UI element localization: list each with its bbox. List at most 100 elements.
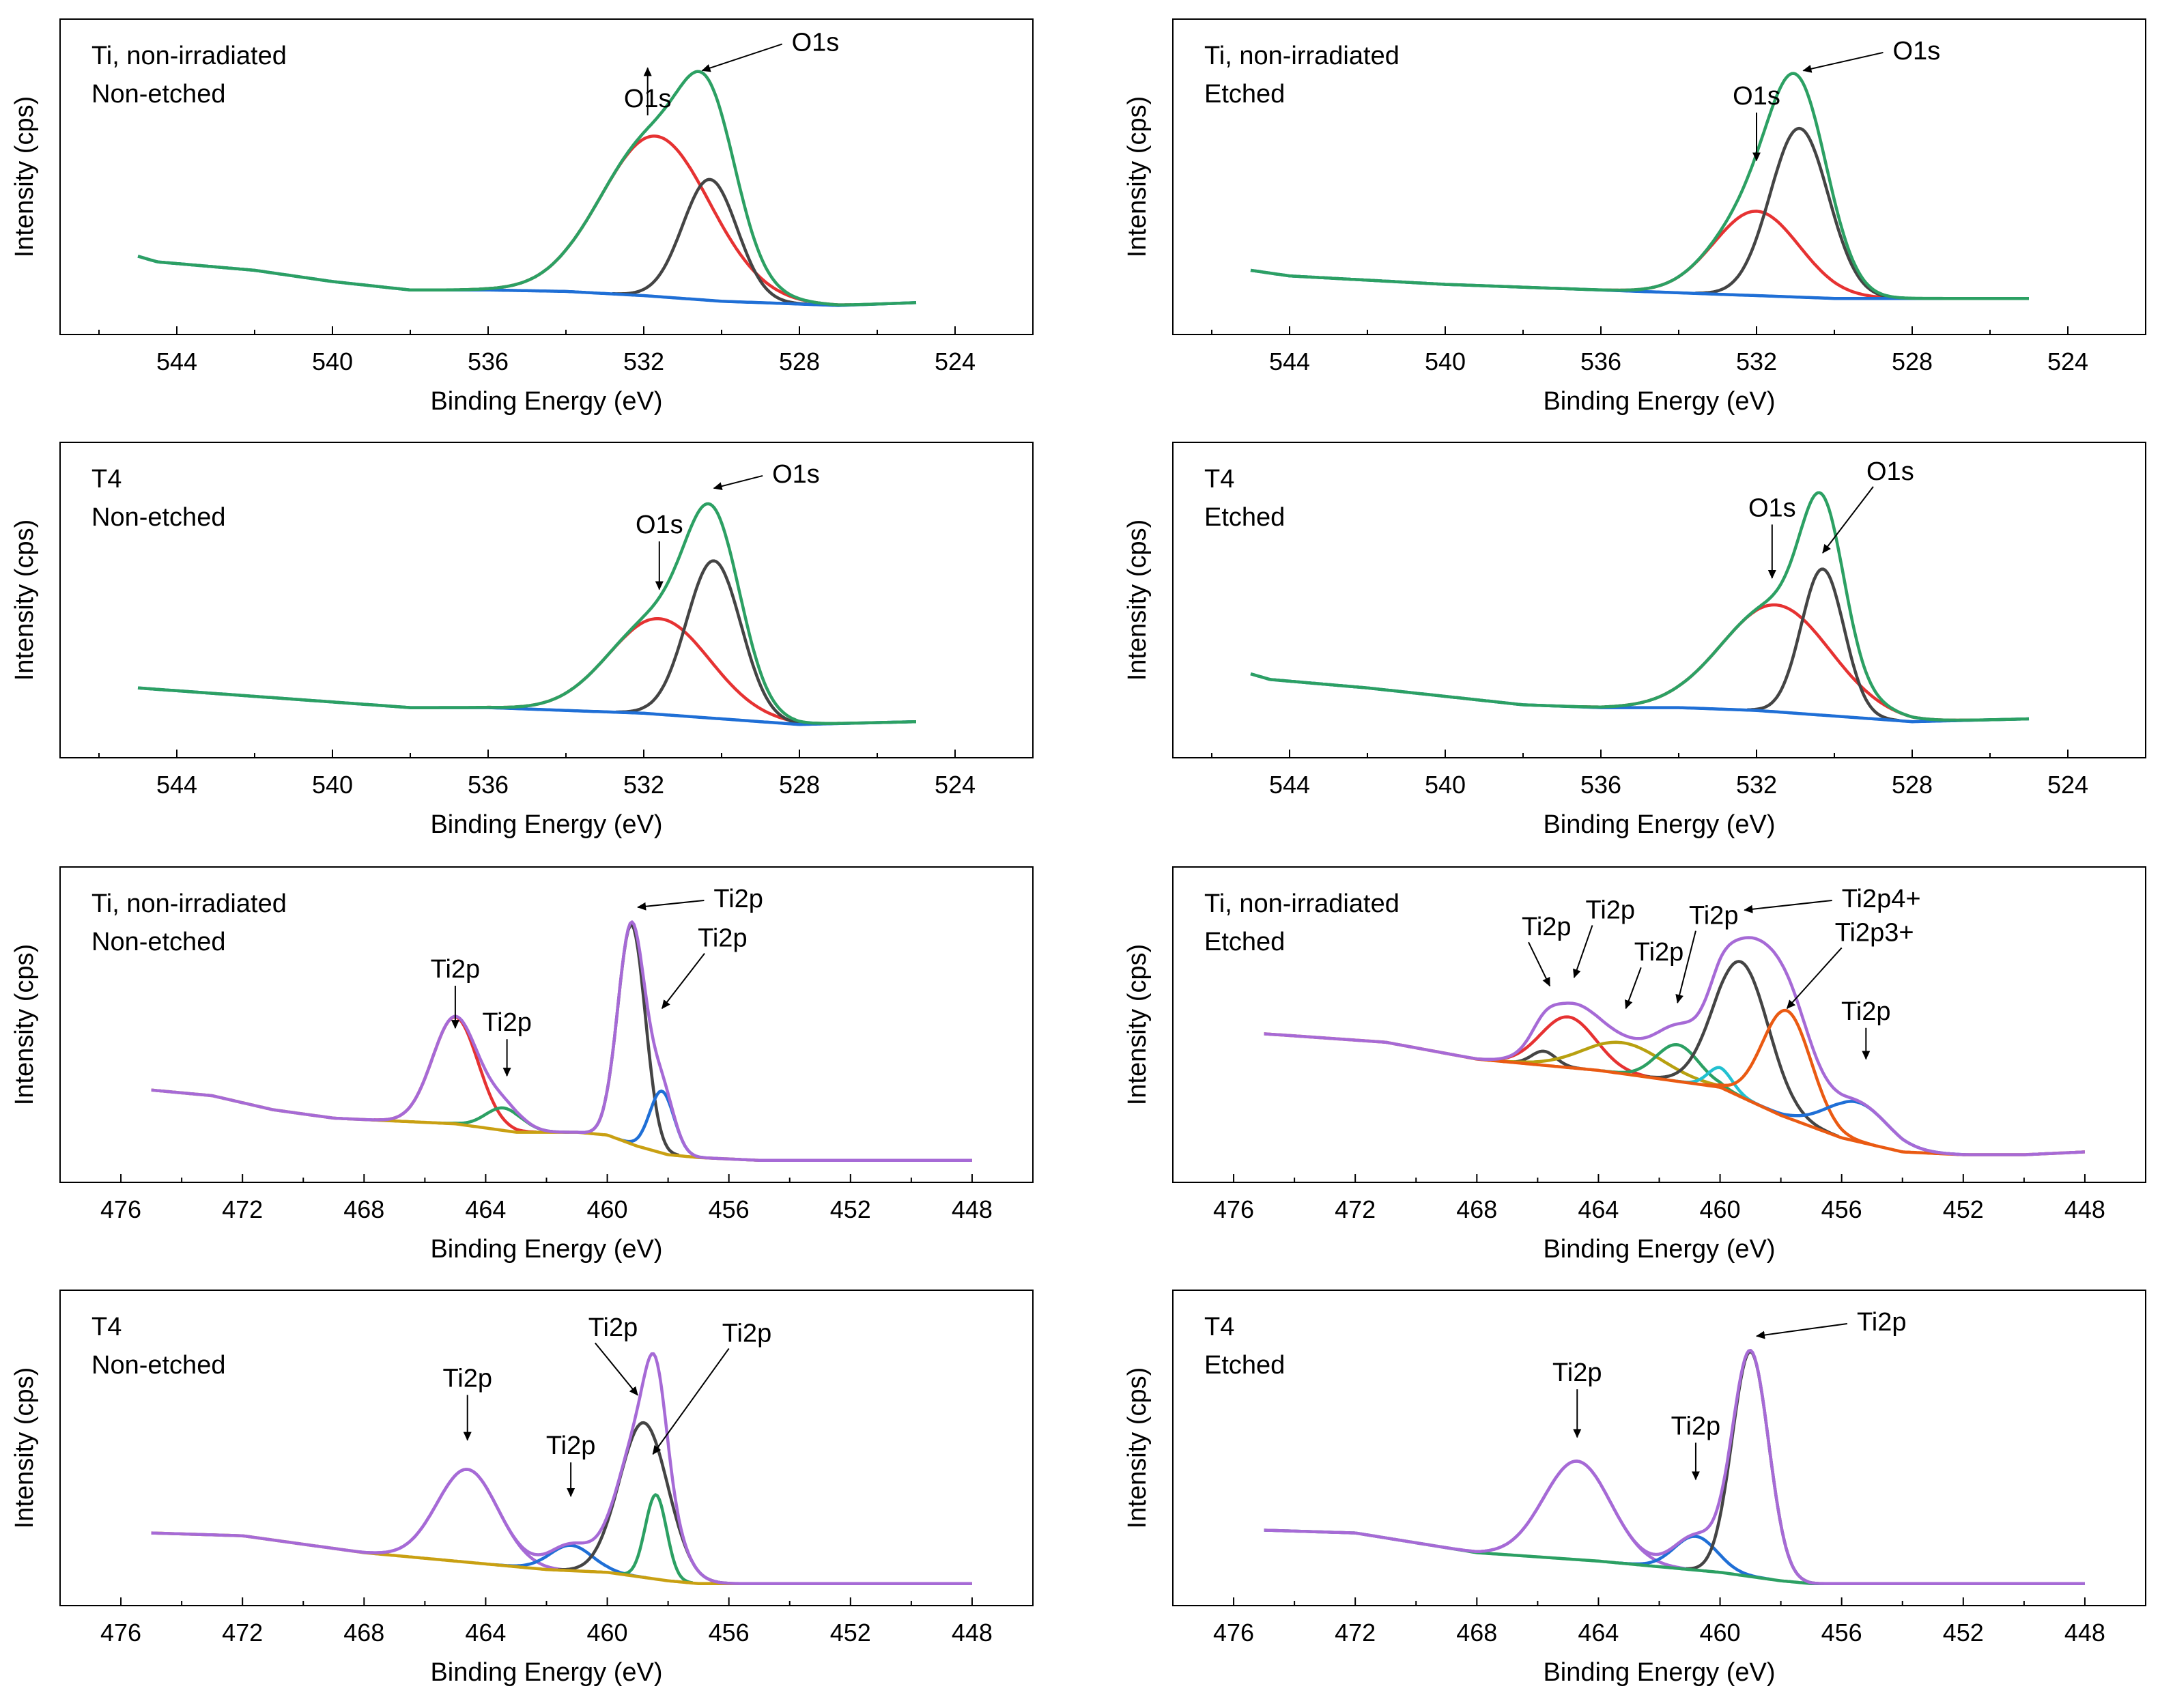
annotation-arrow: [1822, 486, 1874, 554]
x-tick-label: 536: [1580, 347, 1621, 375]
annotation-label: Ti2p: [1857, 1308, 1907, 1337]
series-total: [1264, 936, 2085, 1156]
x-tick-label: 456: [1821, 1195, 1862, 1223]
x-tick-label: 536: [1580, 771, 1621, 799]
annotation-arrow: [1573, 925, 1593, 978]
x-axis-label: Binding Energy (eV): [430, 387, 662, 416]
annotation-arrow: [594, 1342, 638, 1396]
x-tick-label: 472: [1335, 1619, 1376, 1647]
x-tick-label: 448: [2064, 1195, 2105, 1223]
x-tick-label: 524: [2047, 771, 2088, 799]
x-tick-label: 528: [779, 771, 820, 799]
series-peak7: [1699, 1008, 1875, 1147]
series-total: [1250, 72, 2029, 300]
series-total: [137, 502, 916, 725]
x-tick-label: 536: [468, 347, 509, 375]
annotation-label: Ti2p: [442, 1364, 492, 1393]
panel-title-line: T4: [1204, 1313, 1234, 1341]
annotation-label: Ti2p: [713, 885, 763, 913]
annotation-label: O1s: [624, 85, 672, 113]
annotation-label: O1s: [1893, 37, 1941, 66]
x-tick-label: 540: [312, 771, 353, 799]
annotation-arrow: [1625, 967, 1642, 1010]
x-tick-label: 532: [623, 771, 664, 799]
x-axis-label: Binding Energy (eV): [1543, 1235, 1775, 1264]
plot-frame: [59, 442, 1034, 758]
chart-panel-3: 544 540 536 532 528 524 Binding Energy (eV) Int…: [10, 442, 1034, 839]
x-tick-label: 524: [2047, 347, 2088, 375]
panel-title-line: Non-etched: [91, 503, 225, 532]
x-tick-label: 540: [312, 347, 353, 375]
chart-panel-6: 476 472 468 464 460 456 452 448 Binding Energy (…: [1123, 866, 2146, 1264]
x-tick-label: 476: [100, 1619, 141, 1647]
series-background: [1264, 1032, 2085, 1156]
annotation-arrow: [1675, 930, 1696, 1004]
annotation-label: Ti2p4+: [1842, 885, 1921, 913]
x-tick-label: 472: [1335, 1195, 1376, 1223]
series-total: [1264, 1348, 2085, 1586]
annotation-label: Ti2p: [1841, 997, 1891, 1026]
annotation-label: O1s: [792, 29, 840, 57]
x-tick-label: 456: [1821, 1619, 1862, 1647]
chart-panel-2: 544 540 536 532 528 524 Binding Energy (eV) Int…: [1123, 18, 2146, 416]
annotation-arrow: [661, 953, 705, 1010]
annotation-arrow: [1528, 941, 1551, 987]
x-tick-label: 452: [1943, 1195, 1984, 1223]
x-tick-label: 460: [1700, 1195, 1741, 1223]
annotation-arrow: [1802, 51, 1884, 73]
panel-title-line: Etched: [1204, 1351, 1285, 1380]
annotation-arrow: [652, 1348, 730, 1455]
x-axis-label: Binding Energy (eV): [1543, 810, 1775, 839]
series-background: [151, 1088, 972, 1163]
series-background: [1250, 672, 2030, 724]
series-peak4: [1602, 1043, 1754, 1104]
chart-panel-1: 544 540 536 532 528 524 Binding Energy (eV) Int…: [10, 18, 1034, 416]
y-axis-label: Intensity (cps): [10, 944, 39, 1106]
annotation-arrow: [701, 43, 782, 72]
x-axis-label: Binding Energy (eV): [1543, 387, 1775, 416]
x-tick-label: 472: [222, 1619, 263, 1647]
series-peak6: [1643, 960, 1840, 1138]
x-tick-label: 464: [465, 1195, 506, 1223]
x-tick-label: 464: [465, 1619, 506, 1647]
annotation-label: Ti2p: [698, 924, 748, 953]
series-peak2: [616, 559, 811, 726]
chart-panel-4: 544 540 536 532 528 524 Binding Energy (eV) Int…: [1123, 442, 2146, 839]
annotation-label: Ti2p: [482, 1008, 532, 1037]
annotation-label: Ti2p: [1671, 1412, 1721, 1440]
panel-title-line: Non-etched: [91, 1351, 225, 1380]
annotation-label: O1s: [1866, 457, 1914, 486]
x-tick-label: 452: [830, 1195, 871, 1223]
x-tick-label: 528: [779, 347, 820, 375]
panel-title-line: T4: [91, 1313, 122, 1341]
y-axis-label: Intensity (cps): [1123, 944, 1152, 1106]
x-tick-label: 460: [587, 1619, 628, 1647]
x-tick-label: 452: [1943, 1619, 1984, 1647]
x-tick-label: 476: [1213, 1619, 1254, 1647]
plot-frame: [59, 18, 1034, 335]
panel-title-line: Etched: [1204, 503, 1285, 532]
x-tick-label: 532: [623, 347, 664, 375]
annotation-arrow: [1786, 947, 1843, 1010]
x-tick-label: 468: [1456, 1195, 1497, 1223]
panel-title-line: Non-etched: [91, 80, 225, 109]
y-axis-label: Intensity (cps): [1123, 96, 1152, 258]
series-total: [151, 1352, 972, 1586]
y-axis-label: Intensity (cps): [10, 519, 39, 681]
x-tick-label: 476: [100, 1195, 141, 1223]
annotation-label: Ti2p: [1634, 938, 1684, 967]
annotation-label: O1s: [772, 460, 820, 489]
annotation-label: Ti2p: [722, 1319, 772, 1348]
x-tick-label: 472: [222, 1195, 263, 1223]
panel-title-line: Ti, non-irradiated: [1204, 42, 1399, 70]
series-peak2: [1619, 1535, 1773, 1582]
panel-title-line: Non-etched: [91, 928, 225, 956]
panel-title-line: Ti, non-irradiated: [91, 42, 287, 70]
panel-title-line: Ti, non-irradiated: [1204, 889, 1399, 918]
annotation-label: Ti2p: [1522, 913, 1572, 941]
annotation-label: Ti2p: [1552, 1358, 1602, 1387]
x-tick-label: 528: [1892, 771, 1933, 799]
x-tick-label: 540: [1425, 771, 1466, 799]
panel-title-line: T4: [1204, 465, 1234, 494]
panel-title-line: T4: [91, 465, 122, 494]
